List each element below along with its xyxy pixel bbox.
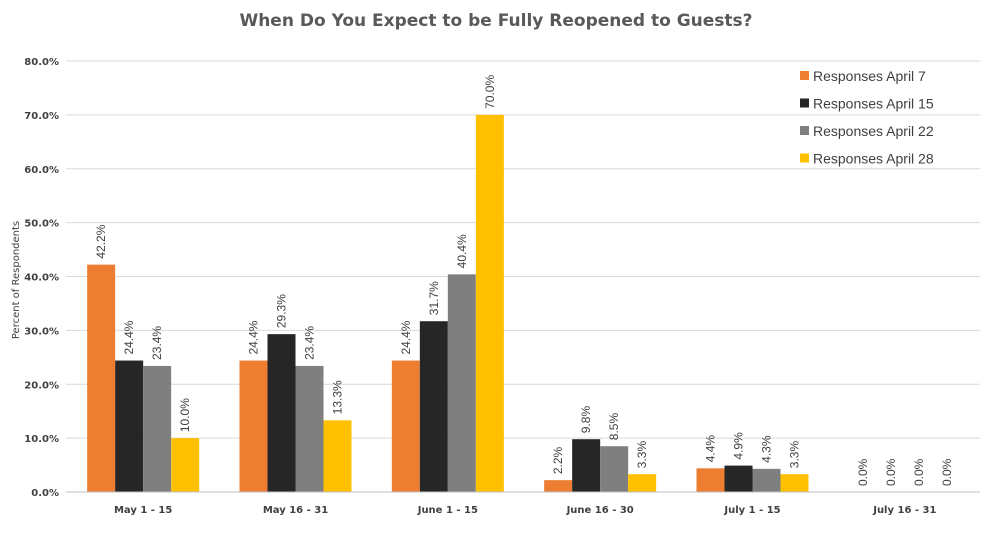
y-tick-label: 40.0%: [24, 273, 59, 284]
data-label: 4.4%: [704, 435, 718, 463]
data-label: 4.3%: [760, 435, 774, 463]
data-label: 0.0%: [912, 458, 926, 486]
x-tick-label: May 1 - 15: [114, 505, 172, 516]
bar: [780, 474, 809, 492]
y-tick-label: 30.0%: [24, 326, 59, 337]
gridlines: [66, 60, 980, 439]
bar: [544, 480, 573, 492]
bar: [87, 264, 116, 492]
bar: [572, 439, 601, 492]
legend-swatch: [800, 98, 809, 108]
legend-entry: Responses April 7: [813, 68, 926, 84]
bar: [447, 274, 476, 492]
bar: [419, 321, 448, 492]
legend-entry: Responses April 15: [813, 96, 934, 112]
bar: [115, 360, 144, 492]
data-label: 0.0%: [884, 458, 898, 486]
data-label: 24.4%: [122, 320, 136, 354]
bar: [696, 468, 725, 492]
x-tick-label: July 16 - 31: [872, 505, 936, 516]
bar: [267, 334, 296, 492]
data-label: 24.4%: [399, 320, 413, 354]
data-label: 3.3%: [635, 441, 649, 469]
bar: [143, 365, 172, 492]
bar: [171, 438, 200, 492]
data-label: 0.0%: [856, 458, 870, 486]
bars: [87, 114, 809, 492]
legend-swatch: [800, 71, 809, 80]
data-label: 24.4%: [247, 320, 261, 354]
data-label: 8.5%: [607, 413, 621, 441]
bar: [239, 360, 268, 492]
data-label: 3.3%: [788, 441, 802, 469]
x-tick-label: May 16 - 31: [263, 505, 328, 516]
bar: [391, 360, 420, 492]
bar: [295, 365, 324, 492]
bar: [323, 420, 352, 492]
data-label: 23.4%: [150, 326, 164, 360]
data-label: 23.4%: [303, 326, 317, 360]
y-tick-label: 80.0%: [24, 57, 59, 68]
x-tick-label: June 16 - 30: [566, 505, 634, 516]
data-label: 42.2%: [94, 224, 108, 258]
y-tick-label: 70.0%: [24, 111, 59, 122]
data-label: 9.8%: [579, 406, 593, 434]
x-tick-label: July 1 - 15: [723, 505, 780, 516]
data-label: 0.0%: [940, 458, 954, 486]
y-axis-label: Percent of Respondents: [11, 221, 22, 339]
legend-swatch: [800, 126, 809, 135]
data-label: 4.9%: [732, 432, 746, 460]
data-label: 40.4%: [455, 234, 469, 268]
bar: [752, 468, 781, 492]
data-label: 10.0%: [178, 398, 192, 432]
data-label: 29.3%: [275, 294, 289, 328]
y-tick-label: 20.0%: [24, 380, 59, 391]
chart-title: When Do You Expect to be Fully Reopened …: [239, 11, 752, 31]
legend-swatch: [800, 153, 809, 163]
y-tick-label: 50.0%: [24, 219, 59, 230]
legend-entry: Responses April 28: [813, 151, 934, 167]
data-label: 2.2%: [551, 446, 565, 474]
data-label: 70.0%: [483, 75, 497, 109]
bar: [475, 114, 504, 492]
axes: 0.0% 10.0% 20.0% 30.0% 40.0% 50.0% 60.0% 70.0% 8…: [24, 57, 980, 516]
data-label: 31.7%: [427, 281, 441, 315]
bar: [724, 465, 753, 492]
y-tick-label: 10.0%: [24, 434, 59, 445]
legend-entry: Responses April 22: [813, 123, 934, 139]
legend[interactable]: Responses April 7 Responses April 15 Respo…: [800, 68, 934, 167]
y-tick-label: 0.0%: [31, 488, 59, 499]
data-labels: 42.2% 24.4% 23.4% 10.0% 24.4% 29.3% 23.4% 13.3%…: [94, 75, 954, 486]
bar: [600, 446, 629, 492]
bar: [628, 474, 657, 492]
data-label: 13.3%: [331, 380, 345, 414]
x-tick-label: June 1 - 15: [417, 505, 478, 516]
y-tick-label: 60.0%: [24, 165, 59, 176]
